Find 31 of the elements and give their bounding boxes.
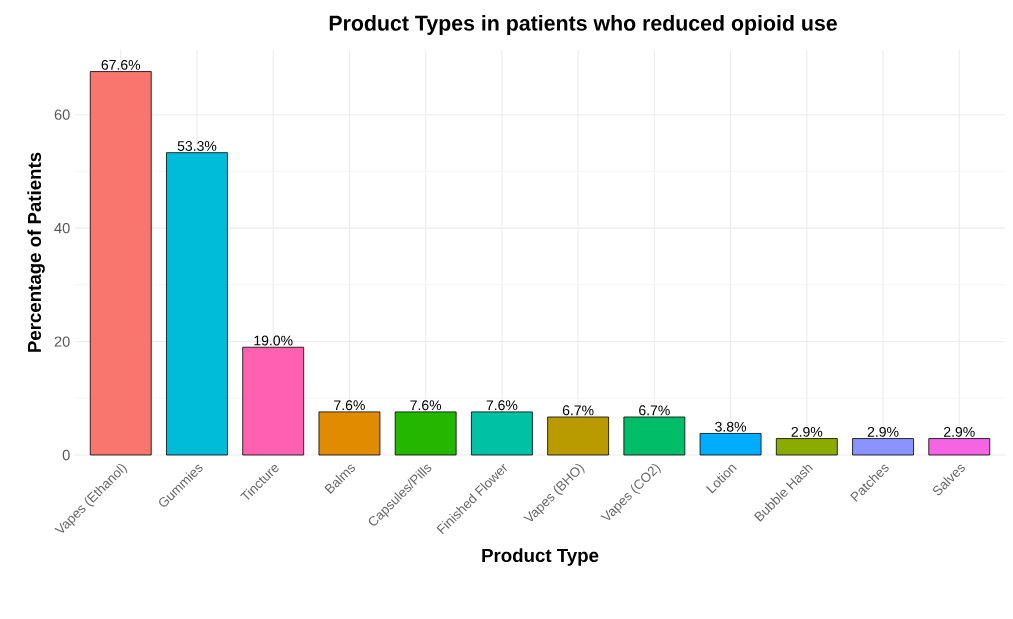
data-label: 7.6% [334, 400, 365, 411]
data-label: 6.7% [639, 405, 670, 416]
data-label: 19.0% [254, 335, 293, 346]
y-tick-label: 20 [54, 336, 70, 347]
data-label: 7.6% [410, 400, 442, 411]
bar [775, 438, 838, 456]
bar [623, 416, 686, 456]
bar [928, 438, 991, 456]
bar [699, 433, 762, 456]
data-label: 2.9% [867, 426, 899, 437]
y-tick-label: 40 [54, 222, 70, 234]
bar [471, 411, 533, 456]
data-label: 2.9% [944, 426, 975, 437]
bar [89, 71, 152, 456]
y-tick-label: 60 [54, 109, 70, 120]
y-tick-label: 0 [62, 449, 70, 461]
bar [394, 411, 457, 456]
data-label: 7.6% [486, 400, 518, 411]
data-label: 67.6% [101, 59, 141, 70]
data-label: 6.7% [562, 405, 594, 416]
bar [852, 438, 914, 456]
x-axis-title: Product Type [482, 548, 599, 566]
data-label: 2.9% [791, 426, 823, 437]
data-label: 3.8% [715, 421, 747, 432]
data-label: 53.3% [177, 141, 217, 151]
bar [547, 416, 610, 456]
chart-title: Product Types in patients who reduced opioid use [329, 15, 837, 35]
bar [242, 346, 305, 456]
bar [166, 152, 228, 456]
y-axis-title: Percentage of Patients [27, 152, 45, 352]
bar [318, 411, 381, 456]
